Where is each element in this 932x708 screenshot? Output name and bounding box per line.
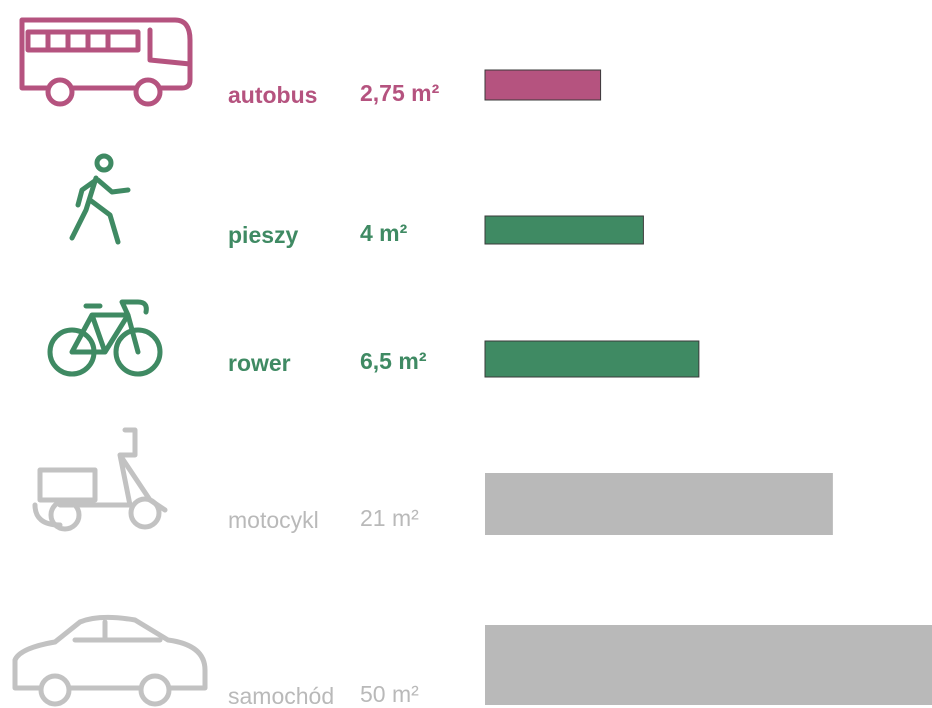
bar bbox=[484, 340, 700, 378]
category-label: autobus bbox=[228, 82, 317, 108]
category-label: pieszy bbox=[228, 222, 299, 248]
category-label: samochód bbox=[228, 683, 334, 708]
value-label: 4 m² bbox=[360, 220, 408, 246]
category-label: rower bbox=[228, 350, 291, 376]
bus-icon bbox=[19, 17, 193, 107]
value-label: 21 m² bbox=[360, 505, 419, 531]
value-label: 2,75 m² bbox=[360, 80, 440, 106]
bar bbox=[484, 69, 602, 101]
value-label: 50 m² bbox=[360, 681, 419, 707]
bar bbox=[485, 625, 932, 705]
category-label: motocykl bbox=[228, 507, 319, 533]
car-icon bbox=[12, 614, 208, 707]
bicycle-icon bbox=[47, 299, 163, 377]
value-label: 6,5 m² bbox=[360, 348, 427, 374]
bar bbox=[484, 215, 644, 245]
pedestrian-icon bbox=[69, 153, 131, 245]
scooter-icon bbox=[32, 427, 168, 532]
bar bbox=[485, 473, 833, 535]
